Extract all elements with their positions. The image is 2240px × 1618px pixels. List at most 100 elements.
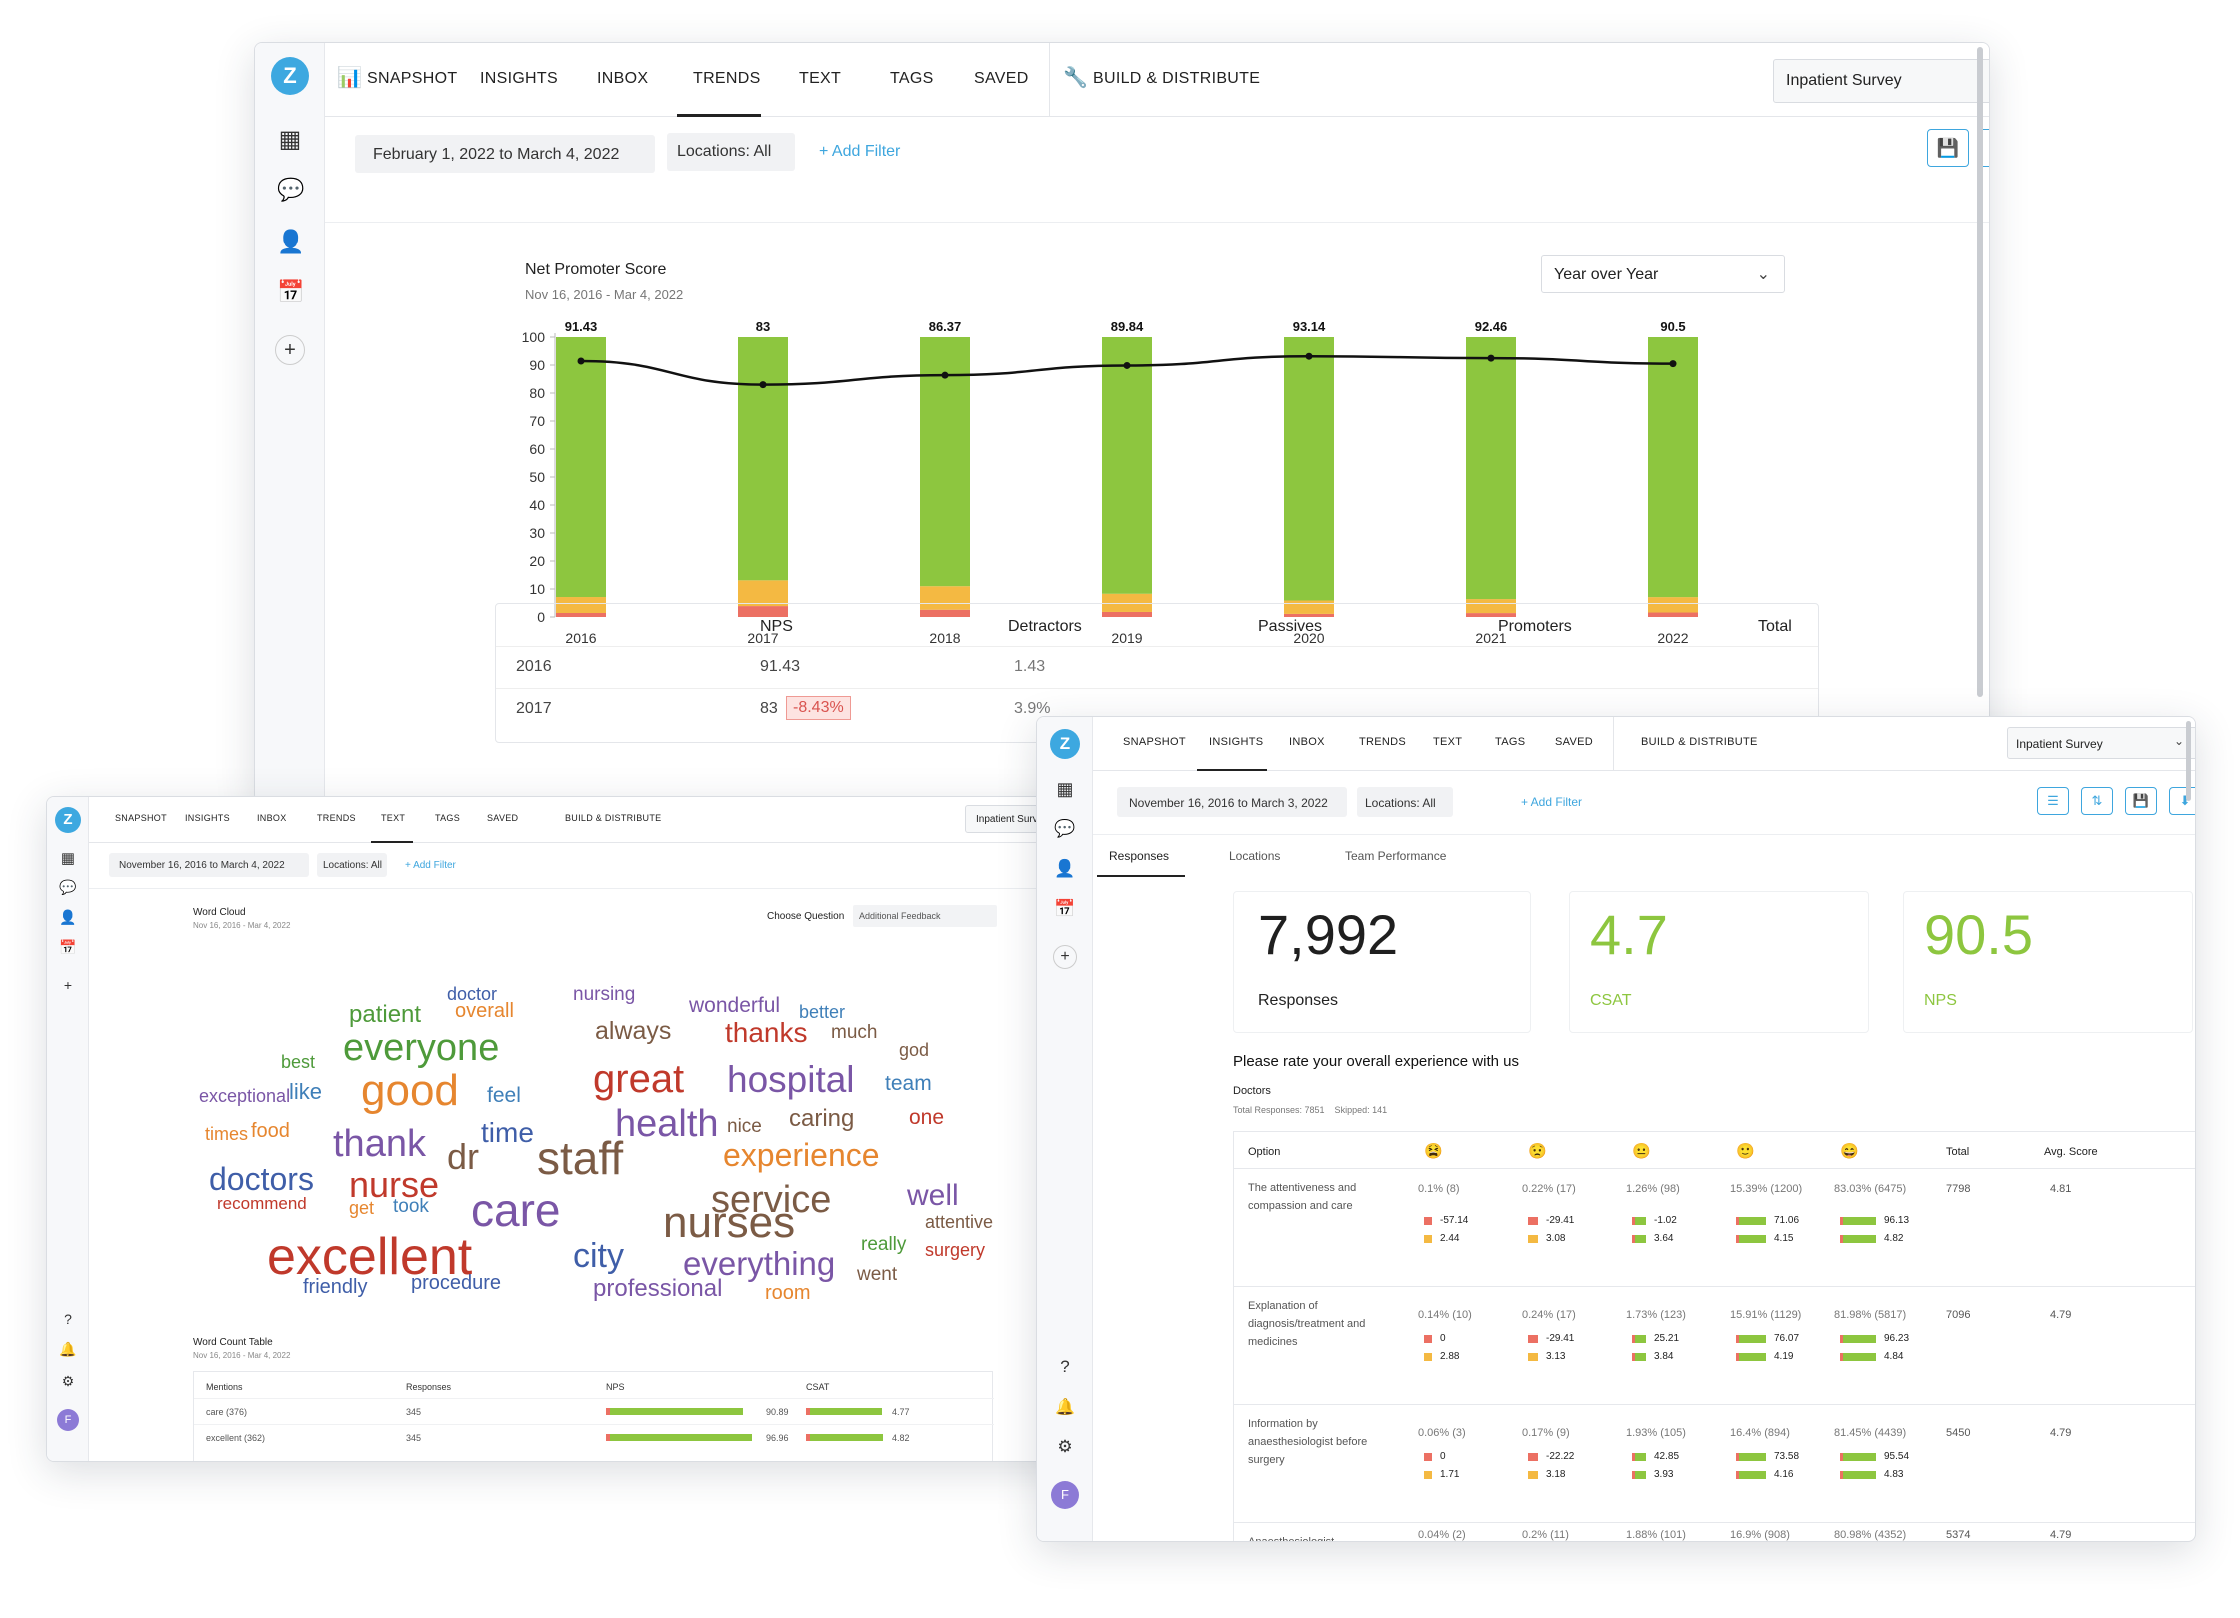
user-icon[interactable]: 👤 (59, 909, 77, 925)
word-cloud-term[interactable]: staff (537, 1132, 624, 1184)
tab-tags[interactable]: TAGS (890, 70, 934, 87)
tab-build-distribute[interactable]: BUILD & DISTRIBUTE (1641, 736, 1758, 748)
tab-build-distribute[interactable]: BUILD & DISTRIBUTE (1093, 70, 1261, 87)
save-icon[interactable]: 💾 (2125, 787, 2157, 815)
user-icon[interactable]: 👤 (1054, 859, 1076, 878)
word-cloud-term[interactable]: exceptional (199, 1086, 291, 1106)
date-range-pill[interactable]: November 16, 2016 to March 3, 2022 (1117, 787, 1347, 817)
word-cloud-term[interactable]: really (861, 1234, 907, 1255)
tab-text[interactable]: TEXT (1433, 736, 1463, 748)
avatar[interactable]: F (1051, 1481, 1079, 1509)
word-cloud-term[interactable]: feel (487, 1084, 521, 1107)
tab-team-performance[interactable]: Team Performance (1345, 849, 1447, 863)
tab-saved[interactable]: SAVED (1555, 736, 1593, 748)
word-cloud-term[interactable]: well (907, 1179, 959, 1212)
tab-tags[interactable]: TAGS (435, 813, 461, 823)
word-cloud-term[interactable]: everything (683, 1245, 836, 1282)
tab-responses[interactable]: Responses (1109, 849, 1170, 863)
app-logo[interactable]: Z (271, 57, 309, 95)
tab-inbox[interactable]: INBOX (257, 813, 287, 823)
word-cloud-term[interactable]: recommend (217, 1194, 307, 1213)
tab-insights[interactable]: INSIGHTS (1209, 736, 1264, 748)
word-cloud-term[interactable]: always (595, 1017, 672, 1045)
word-cloud-term[interactable]: hospital (727, 1059, 855, 1100)
word-cloud-term[interactable]: went (857, 1264, 898, 1285)
survey-select[interactable]: Inpatient Survey ⌄ (1773, 59, 1989, 103)
word-cloud-term[interactable]: friendly (303, 1276, 368, 1298)
user-icon[interactable]: 👤 (277, 229, 305, 254)
add-filter-link[interactable]: + Add Filter (1521, 795, 1583, 809)
locations-pill[interactable]: Locations: All (667, 133, 795, 171)
tab-snapshot[interactable]: SNAPSHOT (367, 70, 458, 87)
word-cloud-term[interactable]: experience (723, 1137, 880, 1173)
calendar-icon[interactable]: 📅 (59, 939, 77, 955)
app-logo[interactable]: Z (1050, 729, 1080, 759)
survey-select[interactable]: Inpatient Survey ⌄ (2007, 727, 2195, 759)
save-icon[interactable]: 💾 (1927, 129, 1969, 167)
word-cloud-term[interactable]: care (471, 1184, 561, 1236)
word-cloud-term[interactable]: better (799, 1002, 846, 1022)
word-cloud-term[interactable]: like (289, 1079, 323, 1104)
word-cloud-term[interactable]: one (909, 1106, 945, 1129)
add-icon[interactable]: + (275, 335, 305, 365)
word-cloud-term[interactable]: excellent (267, 1228, 473, 1286)
dashboard-icon[interactable]: ▦ (278, 126, 302, 153)
word-cloud-term[interactable]: times (205, 1124, 249, 1144)
word-cloud-term[interactable]: service (711, 1179, 832, 1221)
dashboard-icon[interactable]: ▦ (60, 850, 76, 867)
word-cloud-term[interactable]: health (615, 1103, 719, 1145)
word-cloud-term[interactable]: great (593, 1057, 685, 1101)
word-cloud-term[interactable]: doctor (447, 984, 498, 1004)
tab-build-distribute[interactable]: BUILD & DISTRIBUTE (565, 813, 662, 823)
word-cloud-term[interactable]: surgery (925, 1240, 986, 1260)
tab-insights[interactable]: INSIGHTS (480, 70, 558, 87)
locations-pill[interactable]: Locations: All (1357, 787, 1453, 817)
scrollbar[interactable] (1977, 47, 1983, 697)
add-icon[interactable]: + (1053, 945, 1077, 969)
word-cloud-term[interactable]: city (573, 1237, 624, 1275)
tab-snapshot[interactable]: SNAPSHOT (1123, 736, 1186, 748)
gear-icon[interactable]: ⚙ (1057, 1437, 1073, 1456)
sort-icon[interactable]: ⇅ (2081, 787, 2113, 815)
word-cloud-term[interactable]: time (481, 1117, 534, 1148)
option-row[interactable]: Explanation of diagnosis/treatment and m… (1234, 1286, 2195, 1404)
tab-saved[interactable]: SAVED (974, 70, 1029, 87)
word-cloud-term[interactable]: professional (593, 1275, 723, 1302)
add-icon[interactable]: + (63, 977, 73, 993)
tab-tags[interactable]: TAGS (1495, 736, 1526, 748)
word-cloud-term[interactable]: much (831, 1022, 878, 1043)
word-cloud-term[interactable]: attentive (925, 1212, 994, 1232)
table-row[interactable]: excellent (362) 345 96.96 4.82 (194, 1424, 994, 1450)
scrollbar[interactable] (2186, 721, 2191, 801)
word-cloud-term[interactable]: nice (727, 1116, 762, 1137)
bell-icon[interactable]: 🔔 (59, 1341, 77, 1357)
word-cloud-term[interactable]: good (361, 1066, 459, 1115)
word-cloud-term[interactable]: team (885, 1072, 932, 1095)
calendar-icon[interactable]: 📅 (1054, 899, 1076, 918)
word-cloud-term[interactable]: nursing (573, 984, 636, 1005)
word-cloud-term[interactable]: overall (455, 1000, 514, 1022)
bell-icon[interactable]: 🔔 (1055, 1399, 1075, 1416)
question-select[interactable]: Additional Feedback (853, 905, 997, 927)
list-icon[interactable]: ☰ (2037, 787, 2069, 815)
period-select[interactable]: Year over Year ⌄ (1541, 255, 1785, 293)
option-row[interactable]: Anaesthesiologist explanation/answers to… (1234, 1522, 2195, 1541)
tab-snapshot[interactable]: SNAPSHOT (115, 813, 167, 823)
add-filter-link[interactable]: + Add Filter (819, 143, 901, 160)
word-cloud-term[interactable]: caring (789, 1105, 855, 1132)
word-cloud-term[interactable]: food (251, 1120, 290, 1142)
chat-icon[interactable]: 💬 (277, 177, 305, 202)
help-icon[interactable]: ? (1060, 1357, 1070, 1376)
date-range-pill[interactable]: February 1, 2022 to March 4, 2022 (355, 135, 655, 173)
option-row[interactable]: Information by anaesthesiologist before … (1234, 1404, 2195, 1522)
word-cloud-term[interactable]: took (393, 1196, 429, 1217)
option-row[interactable]: The attentiveness and compassion and car… (1234, 1168, 2195, 1286)
word-cloud-term[interactable]: thank (333, 1123, 426, 1165)
word-cloud-term[interactable]: get (349, 1198, 375, 1218)
word-cloud-term[interactable]: nurse (349, 1164, 440, 1205)
word-cloud-term[interactable]: thanks (725, 1017, 808, 1048)
word-cloud-term[interactable]: dr (447, 1136, 480, 1177)
download-icon[interactable]: ⬇ (2169, 787, 2195, 815)
locations-pill[interactable]: Locations: All (317, 853, 387, 877)
tab-locations[interactable]: Locations (1229, 849, 1281, 863)
